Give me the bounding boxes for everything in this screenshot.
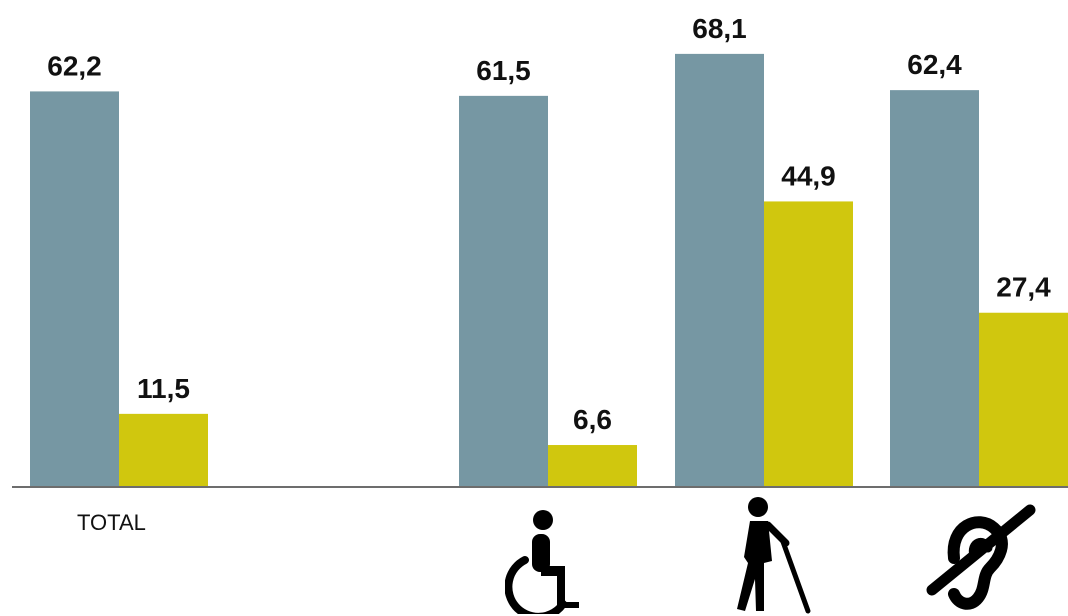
bar-hearing-series-1 (890, 90, 979, 488)
walking-cane-icon (737, 497, 811, 614)
category-label-total: TOTAL (77, 510, 146, 535)
bar-wheelchair-series-1 (459, 95, 548, 488)
value-label-wheelchair-series-2: 6,6 (573, 404, 612, 435)
value-labels-group: 62,2 61,5 68,1 62,4 11,5 6,6 44,9 27,4 (47, 13, 1051, 435)
value-label-hearing-series-2: 27,4 (996, 272, 1051, 303)
bar-total-series-2 (119, 413, 208, 487)
value-label-wheelchair-series-1: 61,5 (476, 55, 531, 86)
bars-group (30, 53, 1068, 488)
value-label-hearing-series-1: 62,4 (907, 49, 962, 80)
hearing-impaired-icon (926, 504, 1036, 610)
bar-wheelchair-series-2 (548, 445, 637, 487)
bar-walking-series-1 (675, 53, 764, 487)
bar-hearing-series-2 (979, 312, 1068, 487)
value-label-total-series-1: 62,2 (47, 50, 102, 81)
value-label-walking-series-1: 68,1 (692, 13, 747, 44)
bar-walking-series-2 (764, 201, 853, 487)
wheelchair-icon (505, 510, 579, 614)
value-label-walking-series-2: 44,9 (781, 160, 836, 191)
value-label-total-series-2: 11,5 (137, 373, 190, 404)
bar-total-series-1 (30, 91, 119, 488)
